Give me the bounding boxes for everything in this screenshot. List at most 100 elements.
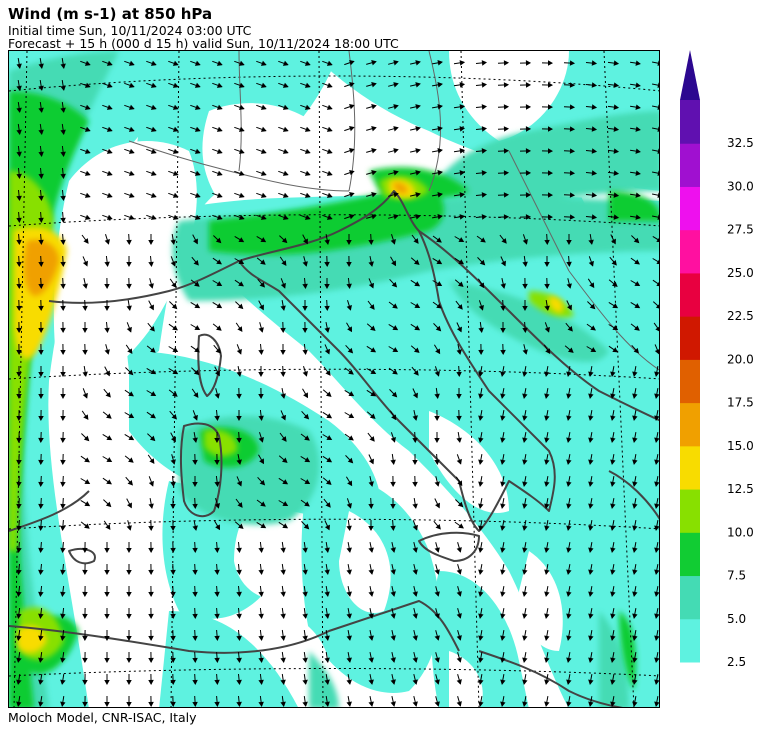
wind-arrow-head <box>281 436 287 442</box>
wind-arrow-head <box>371 148 377 154</box>
wind-arrow-head <box>60 217 66 224</box>
wind-arrow-head <box>544 525 550 531</box>
wind-arrow-head <box>238 192 245 198</box>
wind-arrow-head <box>280 393 286 399</box>
wind-arrow-head <box>566 657 572 663</box>
wind-arrow-head <box>656 281 659 287</box>
wind-arrow-head <box>282 104 289 110</box>
wind-arrow-head <box>478 701 484 707</box>
wind-map <box>8 50 660 708</box>
wind-arrow-head <box>503 126 510 132</box>
wind-arrow-head <box>478 305 484 311</box>
wind-arrow-head <box>193 259 199 266</box>
wind-arrow-head <box>82 657 88 664</box>
wind-arrow-head <box>16 679 22 685</box>
wind-arrow-head <box>412 481 418 488</box>
wind-arrow-head <box>172 170 179 176</box>
wind-arrow-head <box>16 305 22 312</box>
wind-arrow-head <box>16 416 22 422</box>
wind-arrow-head <box>392 303 398 309</box>
wind-arrow-head <box>478 679 484 685</box>
wind-arrow-head <box>60 701 66 707</box>
wind-arrow-head <box>38 635 44 642</box>
wind-arrow-head <box>635 170 641 176</box>
wind-arrow-head <box>126 548 132 554</box>
wind-arrow-head <box>214 438 220 444</box>
wind-arrow-head <box>148 679 154 686</box>
wind-arrow-head <box>478 635 484 641</box>
wind-arrow-head <box>258 415 264 422</box>
wind-arrow-head <box>610 613 616 619</box>
wind-arrow-head <box>610 503 616 509</box>
wind-arrow-head <box>611 259 617 266</box>
wind-arrow-head <box>282 479 289 485</box>
wind-arrow-head <box>128 82 135 88</box>
wind-arrow-head <box>613 148 620 154</box>
wind-arrow-head <box>522 591 528 597</box>
wind-arrow-head <box>544 283 550 290</box>
wind-arrow-head <box>434 393 440 400</box>
wind-arrow-head <box>148 547 154 554</box>
wind-arrow-head <box>525 214 532 220</box>
wind-arrow-head <box>38 63 44 69</box>
wind-arrow-head <box>128 104 135 110</box>
wind-arrow-head <box>544 657 550 663</box>
colorbar-tick-label: 12.5 <box>727 482 754 496</box>
wind-arrow-head <box>525 82 532 88</box>
wind-arrow-head <box>346 283 352 290</box>
wind-arrow-head <box>238 170 245 176</box>
wind-arrow-head <box>126 239 132 246</box>
wind-arrow-head <box>369 325 376 331</box>
wind-arrow-head <box>346 701 352 707</box>
wind-arrow-head <box>436 303 442 309</box>
wind-arrow-head <box>282 523 289 529</box>
wind-arrow-head <box>457 501 464 508</box>
wind-arrow-head <box>303 238 308 245</box>
wind-arrow-head <box>655 326 659 332</box>
wind-arrow-head <box>522 393 528 399</box>
wind-arrow-head <box>437 170 443 176</box>
wind-arrow-head <box>280 282 286 289</box>
wind-arrow-head <box>368 239 374 246</box>
wind-arrow-head <box>481 214 488 220</box>
wind-arrow-head <box>500 260 506 267</box>
wind-arrow-head <box>302 569 308 575</box>
wind-arrow-head <box>588 437 594 443</box>
wind-arrow-head <box>610 459 616 465</box>
wind-arrow-head <box>434 591 440 597</box>
wind-arrow-head <box>349 148 355 154</box>
wind-arrow-head <box>436 281 443 287</box>
wind-arrow-head <box>566 525 572 531</box>
wind-arrow-head <box>588 591 594 597</box>
wind-arrow-head <box>346 547 352 553</box>
wind-arrow-head <box>82 635 88 642</box>
wind-arrow-head <box>38 195 44 202</box>
wind-arrow-head <box>522 701 528 707</box>
wind-arrow-head <box>38 459 44 466</box>
wind-arrow-head <box>214 569 220 576</box>
wind-arrow-head <box>456 394 462 400</box>
colorbar-tick-label: 10.0 <box>727 525 754 539</box>
wind-arrow-head <box>544 459 550 465</box>
colorbar-tick-label: 5.0 <box>727 612 746 626</box>
wind-arrow-head <box>479 282 485 289</box>
wind-arrow-head <box>610 415 616 421</box>
wind-arrow-head <box>126 614 132 620</box>
wind-arrow-head <box>326 413 333 419</box>
wind-arrow-head <box>170 679 176 686</box>
wind-arrow-head <box>216 303 223 309</box>
wind-arrow-head <box>82 328 88 334</box>
wind-arrow-head <box>654 437 659 443</box>
wind-arrow-head <box>236 371 242 377</box>
wind-arrow-head <box>38 394 44 400</box>
wind-arrow-head <box>522 239 528 245</box>
wind-arrow-head <box>281 260 287 266</box>
wind-arrow-head <box>126 680 132 686</box>
wind-arrow-head <box>260 126 267 132</box>
wind-arrow-head <box>82 349 88 356</box>
wind-arrow-head <box>16 394 22 400</box>
wind-arrow-head <box>258 635 264 642</box>
wind-arrow-head <box>481 82 488 88</box>
wind-arrow-head <box>324 261 330 268</box>
wind-arrow-head <box>348 391 355 397</box>
